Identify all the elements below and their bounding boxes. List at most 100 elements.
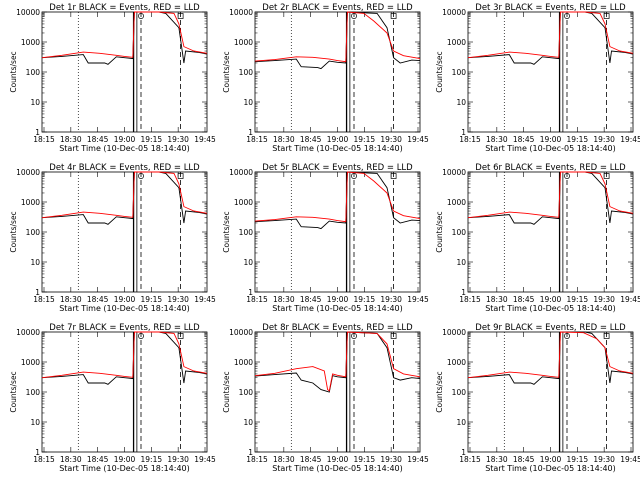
x-tick-label: 18:30 — [273, 295, 295, 304]
plot-frame — [467, 331, 634, 453]
x-tick-label: 19:30 — [593, 295, 615, 304]
series-line-lld — [254, 171, 421, 223]
detector-panel: Det 4r BLACK = Events, RED = LLD 1 10 100 10… — [9, 163, 216, 313]
series-line-events — [41, 171, 208, 225]
marker-square — [177, 13, 184, 19]
x-tick-label: 19:45 — [194, 455, 216, 464]
x-tick-label: 19:15 — [354, 135, 376, 144]
series-line-lld — [467, 331, 634, 379]
x-axis-label: Start Time (10-Dec-05 18:14:40) — [485, 144, 616, 153]
y-tick-label: 10000 — [16, 168, 40, 177]
detector-panel: Det 1r BLACK = Events, RED = LLD 1 10 100 10… — [9, 3, 216, 153]
x-tick-label: 19:45 — [194, 135, 216, 144]
series-line-lld — [41, 331, 208, 379]
detector-panel: Det 7r BLACK = Events, RED = LLD 1 10 100 10… — [9, 323, 216, 473]
series-line-events — [467, 171, 634, 225]
series-line-lld — [467, 11, 634, 59]
series-line-events — [254, 11, 421, 70]
detector-panel: Det 2r BLACK = Events, RED = LLD 1 10 100 10… — [222, 3, 429, 153]
y-tick-label: 1000 — [21, 198, 40, 207]
y-tick-label: 10000 — [442, 8, 466, 17]
detector-panel: Det 8r BLACK = Events, RED = LLD 1 10 100 10… — [222, 323, 429, 473]
y-tick-label: 1000 — [234, 198, 253, 207]
y-tick-label: 100 — [452, 388, 467, 397]
series-line-events — [41, 11, 208, 65]
marker-square — [177, 333, 184, 339]
x-tick-label: 18:30 — [486, 295, 508, 304]
x-tick-label: 19:45 — [407, 455, 429, 464]
x-tick-label: 19:30 — [380, 135, 402, 144]
series-line-events — [467, 11, 634, 65]
x-axis-label: Start Time (10-Dec-05 18:14:40) — [59, 144, 190, 153]
series-line-lld — [41, 171, 208, 219]
y-tick-label: 10 — [456, 258, 466, 267]
y-tick-label: 10 — [243, 258, 253, 267]
x-tick-label: 18:30 — [60, 455, 82, 464]
marker-circle — [138, 173, 144, 179]
plot-frame — [467, 11, 634, 133]
marker-circle — [564, 173, 570, 179]
y-axis-label: Counts/sec — [435, 371, 444, 412]
x-tick-label: 19:15 — [567, 135, 589, 144]
detector-panel: Det 5r BLACK = Events, RED = LLD 1 10 100 10… — [222, 163, 429, 313]
x-tick-label: 19:15 — [567, 295, 589, 304]
y-tick-label: 10 — [30, 98, 40, 107]
panel-title: Det 1r BLACK = Events, RED = LLD — [49, 3, 200, 13]
x-tick-label: 19:30 — [167, 135, 189, 144]
series-line-events — [467, 331, 634, 385]
y-tick-label: 1 — [35, 288, 40, 297]
marker-circle — [351, 173, 357, 179]
x-tick-label: 19:45 — [620, 135, 640, 144]
x-tick-label: 18:30 — [486, 135, 508, 144]
y-tick-label: 1000 — [21, 38, 40, 47]
x-tick-label: 19:30 — [380, 295, 402, 304]
y-tick-label: 10000 — [442, 168, 466, 177]
x-tick-label: 19:00 — [114, 295, 136, 304]
y-tick-label: 10000 — [442, 328, 466, 337]
y-axis-label: Counts/sec — [435, 211, 444, 252]
x-tick-label: 18:45 — [87, 295, 109, 304]
x-tick-label: 19:30 — [380, 455, 402, 464]
marker-circle — [564, 333, 570, 339]
y-tick-label: 1 — [461, 448, 466, 457]
x-tick-label: 19:15 — [354, 455, 376, 464]
marker-square — [603, 333, 610, 339]
x-tick-label: 19:00 — [327, 455, 349, 464]
marker-circle — [351, 333, 357, 339]
x-tick-label: 18:45 — [300, 295, 322, 304]
y-axis-label: Counts/sec — [9, 211, 18, 252]
y-tick-label: 1000 — [234, 38, 253, 47]
marker-square — [390, 173, 397, 179]
x-tick-label: 19:45 — [620, 295, 640, 304]
x-tick-label: 19:45 — [407, 135, 429, 144]
y-tick-label: 10 — [243, 98, 253, 107]
x-axis-label: Start Time (10-Dec-05 18:14:40) — [272, 464, 403, 473]
x-tick-label: 18:45 — [87, 455, 109, 464]
series-line-lld — [254, 11, 421, 63]
x-tick-label: 18:15 — [246, 455, 268, 464]
x-tick-label: 18:45 — [300, 135, 322, 144]
x-tick-label: 18:15 — [459, 295, 481, 304]
plot-frame — [254, 11, 421, 133]
x-tick-label: 19:15 — [141, 295, 163, 304]
plot-frame — [254, 171, 421, 293]
panel-title: Det 5r BLACK = Events, RED = LLD — [262, 163, 413, 173]
marker-square — [603, 13, 610, 19]
panel-title: Det 9r BLACK = Events, RED = LLD — [475, 323, 626, 333]
y-tick-label: 10 — [456, 98, 466, 107]
x-axis-label: Start Time (10-Dec-05 18:14:40) — [59, 304, 190, 313]
panel-title: Det 4r BLACK = Events, RED = LLD — [49, 163, 200, 173]
x-tick-label: 18:30 — [273, 135, 295, 144]
x-tick-label: 19:15 — [141, 135, 163, 144]
x-tick-label: 19:00 — [540, 295, 562, 304]
y-tick-label: 100 — [452, 228, 467, 237]
plot-frame — [41, 171, 208, 293]
marker-square — [390, 333, 397, 339]
x-tick-label: 18:30 — [60, 135, 82, 144]
detector-panel: Det 6r BLACK = Events, RED = LLD 1 10 100 10… — [435, 163, 640, 313]
x-tick-label: 19:45 — [620, 455, 640, 464]
x-tick-label: 18:30 — [273, 455, 295, 464]
x-tick-label: 19:00 — [540, 455, 562, 464]
y-tick-label: 10000 — [16, 8, 40, 17]
